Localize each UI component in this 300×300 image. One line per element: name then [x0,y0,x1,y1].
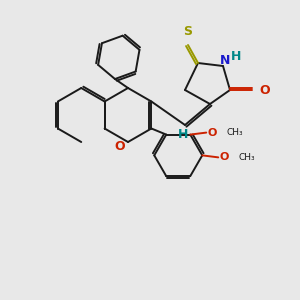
Text: O: O [259,83,270,97]
Text: CH₃: CH₃ [226,128,243,137]
Text: H: H [231,50,241,62]
Text: H: H [178,128,188,140]
Text: O: O [208,128,217,138]
Text: S: S [184,25,193,38]
Text: CH₃: CH₃ [238,153,255,162]
Text: O: O [220,152,229,162]
Text: N: N [220,53,230,67]
Text: O: O [115,140,125,152]
